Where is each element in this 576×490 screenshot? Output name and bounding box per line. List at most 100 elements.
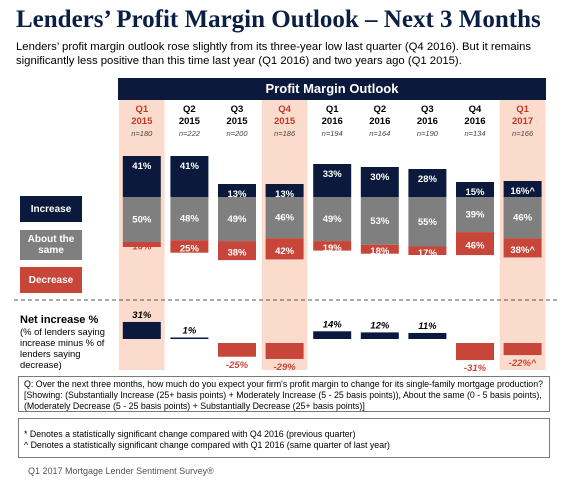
about-the-same-value-label: 48% [180, 214, 200, 225]
decrease-bar [503, 238, 542, 258]
sample-size-label: n=190 [417, 129, 439, 138]
sample-size-label: n=134 [464, 129, 485, 138]
net-value-label: -25% [226, 360, 249, 371]
year-label: 2015 [274, 116, 296, 127]
quarter-label: Q2 [183, 104, 196, 115]
net-value-label: 12% [370, 320, 390, 331]
question-text: Q: Over the next three months, how much … [24, 379, 543, 411]
footer-source: Q1 2017 Mortgage Lender Sentiment Survey… [28, 466, 214, 476]
about-the-same-value-label: 46% [513, 213, 533, 224]
chart-title-band: Profit Margin Outlook [118, 78, 546, 100]
net-value-label: 31% [132, 310, 152, 321]
decrease-value-label: 42% [275, 246, 295, 257]
year-label: 2015 [179, 116, 201, 127]
increase-value-label: 33% [323, 169, 343, 180]
net-value-label: 1% [183, 326, 197, 337]
quarter-label: Q3 [421, 104, 434, 115]
increase-bar [456, 182, 494, 197]
note-previous-quarter: * Denotes a statistically significant ch… [24, 429, 356, 439]
quarter-label: Q4 [278, 104, 291, 115]
sample-size-label: n=194 [322, 129, 343, 138]
decrease-value-label: 38%^ [510, 245, 535, 256]
about-the-same-value-label: 39% [465, 210, 485, 221]
quarter-label: Q3 [231, 104, 244, 115]
net-increase-title: Net increase % [20, 314, 99, 326]
net-decrease-bar [503, 343, 542, 356]
decrease-bar [122, 242, 161, 247]
about-the-same-value-label: 49% [227, 214, 247, 225]
increase-bar [503, 181, 542, 197]
about-the-same-bar [503, 197, 542, 239]
increase-bar [122, 156, 161, 197]
about-the-same-bar [265, 197, 304, 239]
decrease-value-label: 46% [465, 241, 485, 252]
quarter-label: Q1 [135, 104, 148, 115]
about-the-same-value-label: 46% [275, 213, 295, 224]
increase-value-label: 16%^ [510, 186, 535, 197]
decrease-bar [218, 241, 256, 261]
about-the-same-value-label: 50% [132, 215, 152, 226]
decrease-bar [408, 246, 447, 255]
net-decrease-bar [265, 343, 304, 359]
increase-value-label: 15% [465, 187, 485, 198]
year-label: 2016 [369, 116, 390, 127]
increase-value-label: 28% [418, 174, 438, 185]
quarter-label: Q2 [373, 104, 386, 115]
increase-bar [170, 156, 209, 197]
net-increase-bar [170, 337, 209, 339]
legend-increase: Increase [20, 196, 82, 222]
net-increase-bar [408, 332, 447, 339]
about-the-same-bar [408, 197, 447, 247]
about-the-same-value-label: 49% [323, 214, 343, 225]
about-the-same-bar [170, 197, 209, 241]
sample-size-label: n=200 [226, 129, 248, 138]
increase-bar [313, 164, 352, 197]
decrease-value-label: 10% [132, 242, 152, 253]
decrease-value-label: 38% [227, 248, 247, 259]
subtitle: Lenders’ profit margin outlook rose slig… [16, 41, 532, 67]
net-increase-bar [360, 332, 399, 339]
quarter-label: Q1 [516, 104, 529, 115]
about-the-same-bar [122, 197, 161, 242]
net-value-label: -29% [274, 362, 297, 372]
about-the-same-value-label: 53% [370, 216, 390, 227]
page-title: Lenders’ Profit Margin Outlook – Next 3 … [16, 6, 541, 33]
sample-size-label: n=164 [369, 129, 390, 138]
sample-size-label: n=180 [131, 129, 153, 138]
about-the-same-value-label: 55% [418, 217, 438, 228]
decrease-value-label: 17% [418, 248, 438, 259]
question-box: Q: Over the next three months, how much … [18, 376, 550, 412]
sample-size-label: n=166 [512, 129, 534, 138]
about-the-same-bar [313, 197, 352, 242]
decrease-bar [265, 238, 304, 260]
net-increase-bar [122, 321, 161, 339]
net-value-label: -22%^ [509, 358, 537, 369]
decrease-bar [360, 244, 399, 254]
net-value-label: 14% [323, 319, 343, 330]
sample-size-label: n=222 [179, 129, 201, 138]
increase-value-label: 13% [227, 189, 247, 200]
quarter-label: Q1 [326, 104, 339, 115]
increase-bar [360, 167, 399, 197]
net-value-label: -31% [464, 363, 487, 372]
year-label: 2017 [512, 116, 533, 127]
increase-bar [218, 184, 256, 197]
increase-bar [265, 184, 304, 197]
notes-box: * Denotes a statistically significant ch… [18, 418, 550, 458]
decrease-bar [170, 240, 209, 253]
about-the-same-bar [360, 197, 399, 245]
decrease-value-label: 19% [323, 243, 343, 254]
net-decrease-bar [456, 343, 494, 361]
year-label: 2015 [226, 116, 248, 127]
year-label: 2016 [322, 116, 343, 127]
increase-value-label: 13% [275, 189, 295, 200]
net-increase-bar [313, 331, 352, 339]
increase-value-label: 41% [180, 161, 200, 172]
year-label: 2015 [131, 116, 153, 127]
decrease-bar [313, 241, 352, 251]
about-the-same-bar [218, 197, 256, 242]
increase-bar [408, 169, 447, 197]
net-value-label: 11% [418, 321, 437, 332]
sample-size-label: n=186 [274, 129, 296, 138]
decrease-value-label: 18% [370, 246, 390, 257]
